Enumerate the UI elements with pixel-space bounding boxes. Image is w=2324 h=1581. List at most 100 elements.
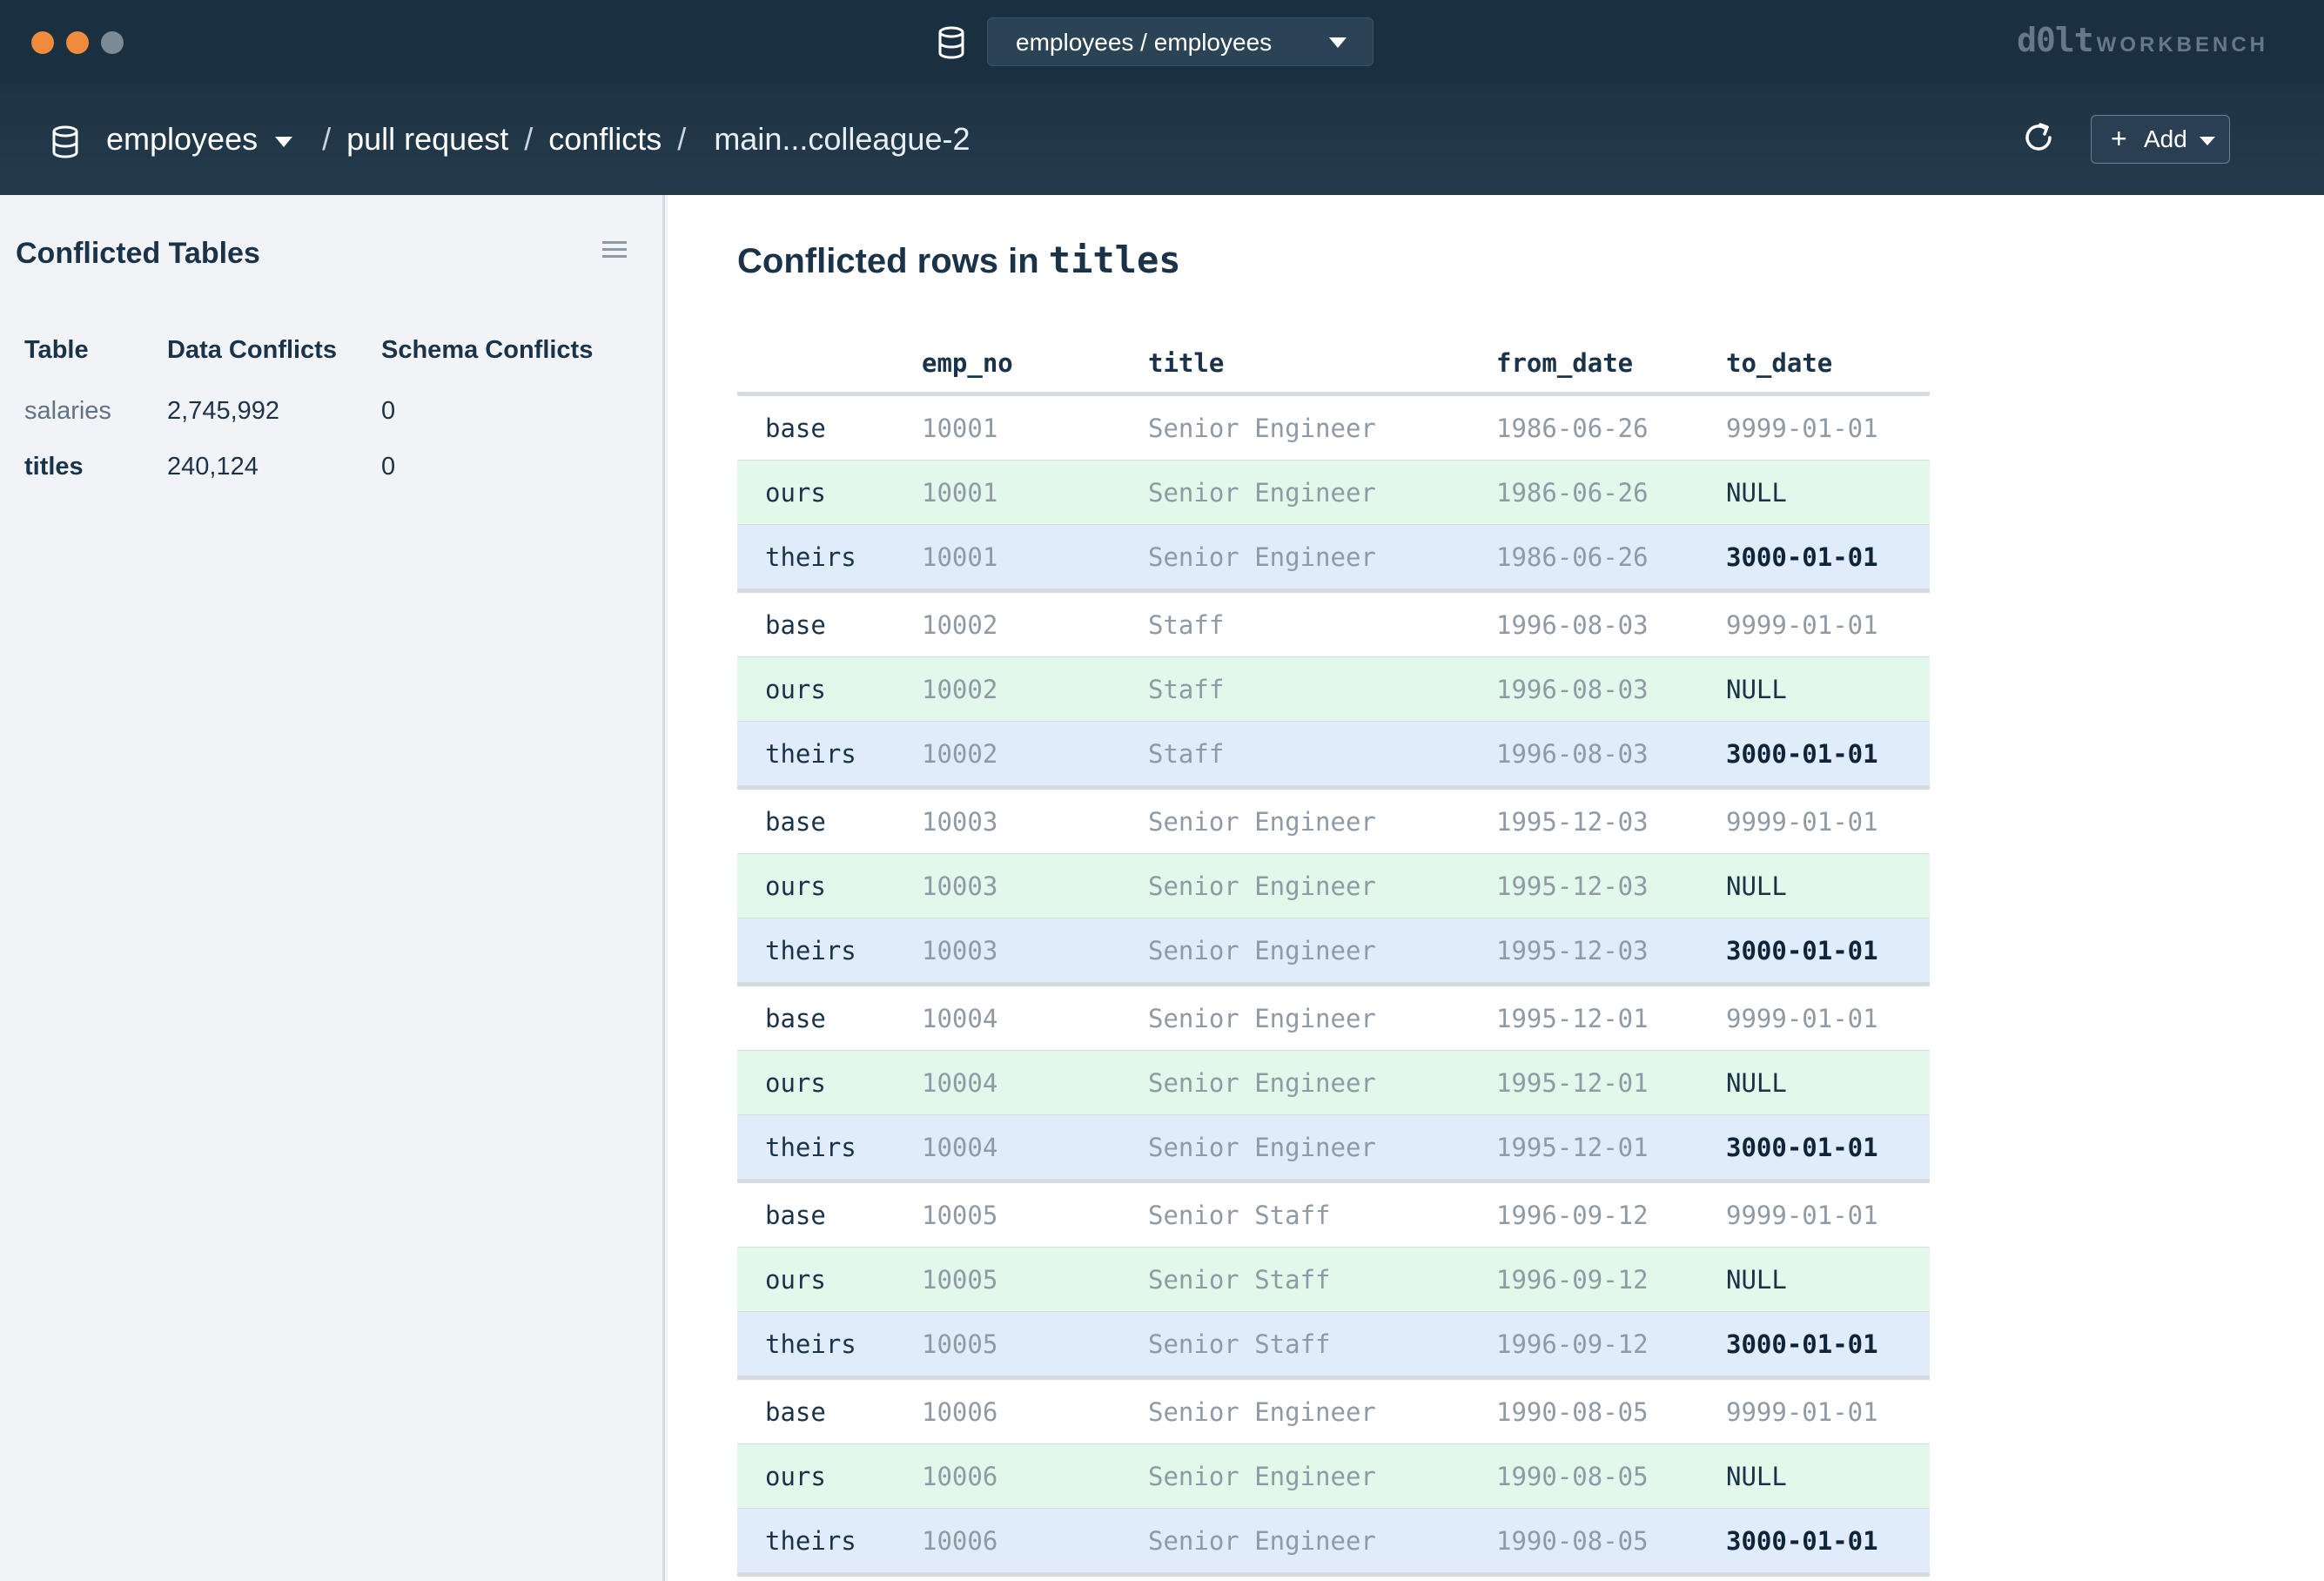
table-row: theirs 10001 Senior Engineer 1986-06-26 3000… (737, 524, 1930, 593)
emp-no-cell: 10006 (922, 1508, 1148, 1577)
table-name[interactable]: titles (24, 452, 84, 481)
conflicted-rows-body: base 10001 Senior Engineer 1986-06-26 9999-0… (737, 394, 1930, 1577)
to-date-cell: 9999-01-01 (1726, 984, 1930, 1051)
title-cell: Senior Engineer (1148, 1443, 1496, 1509)
title-cell: Senior Staff (1148, 1311, 1496, 1380)
sidebar-title: Conflicted Tables (16, 237, 260, 270)
conflicted-table-row-salaries[interactable]: salaries 2,745,992 0 (16, 383, 608, 439)
table-row: base 10005 Senior Staff 1996-09-12 9999-01-0… (737, 1181, 1930, 1248)
title-cell: Senior Engineer (1148, 787, 1496, 854)
breadcrumb: employees / pull request / conflicts / m… (106, 120, 970, 158)
title-cell: Staff (1148, 590, 1496, 657)
table-row: theirs 10005 Senior Staff 1996-09-12 3000-01… (737, 1311, 1930, 1380)
page-title-table: titles (1048, 239, 1181, 281)
page-title: Conflicted rows in titles (737, 239, 1181, 281)
breadcrumb-database[interactable]: employees (106, 121, 259, 157)
refresh-icon[interactable] (2021, 120, 2056, 155)
emp-no-cell: 10004 (922, 1114, 1148, 1183)
to-date-cell: 9999-01-01 (1726, 1181, 1930, 1248)
title-cell: Senior Engineer (1148, 984, 1496, 1051)
menu-icon[interactable] (601, 239, 628, 261)
title-cell: Senior Engineer (1148, 460, 1496, 525)
table-row: ours 10003 Senior Engineer 1995-12-03 NULL (737, 853, 1930, 918)
title-cell: Senior Engineer (1148, 1377, 1496, 1444)
row-version: base (737, 1181, 922, 1248)
column-header-to-date: to_date (1726, 334, 1930, 396)
logo-mark: d0lt (2017, 21, 2094, 59)
table-row: theirs 10003 Senior Engineer 1995-12-03 3000… (737, 918, 1930, 986)
from-date-cell: 1990-08-05 (1496, 1443, 1726, 1509)
table-row: ours 10001 Senior Engineer 1986-06-26 NULL (737, 460, 1930, 525)
to-date-cell: 9999-01-01 (1726, 787, 1930, 854)
row-version: theirs (737, 1311, 922, 1380)
column-header-table: Table (24, 335, 89, 364)
to-date-cell: 9999-01-01 (1726, 394, 1930, 461)
column-header-data-conflicts: Data Conflicts (167, 335, 337, 364)
to-date-cell: 3000-01-01 (1726, 1311, 1930, 1380)
minimize-window-button[interactable] (66, 31, 89, 54)
table-header-row: Table Data Conflicts Schema Conflicts (16, 334, 608, 383)
table-row: theirs 10002 Staff 1996-08-03 3000-01-01 (737, 721, 1930, 790)
title-cell: Senior Engineer (1148, 394, 1496, 461)
schema-conflicts-count: 0 (381, 452, 396, 481)
row-version: base (737, 590, 922, 657)
main-content: Conflicted rows in titles emp_no title f… (668, 195, 2324, 1581)
breadcrumb-separator: / (322, 121, 332, 157)
database-icon (938, 26, 964, 59)
page-title-prefix: Conflicted rows in (737, 242, 1049, 280)
to-date-cell: NULL (1726, 1050, 1930, 1115)
to-date-cell: NULL (1726, 1247, 1930, 1312)
to-date-cell: NULL (1726, 460, 1930, 525)
title-cell: Senior Staff (1148, 1247, 1496, 1312)
column-header-schema-conflicts: Schema Conflicts (381, 335, 594, 364)
chevron-down-icon[interactable] (275, 137, 293, 147)
to-date-cell: 3000-01-01 (1726, 721, 1930, 790)
emp-no-cell: 10003 (922, 787, 1148, 854)
table-row: base 10006 Senior Engineer 1990-08-05 9999-0… (737, 1377, 1930, 1444)
emp-no-cell: 10004 (922, 984, 1148, 1051)
from-date-cell: 1990-08-05 (1496, 1377, 1726, 1444)
to-date-cell: 3000-01-01 (1726, 1114, 1930, 1183)
from-date-cell: 1986-06-26 (1496, 524, 1726, 593)
add-button[interactable]: + Add (2091, 115, 2230, 164)
from-date-cell: 1986-06-26 (1496, 460, 1726, 525)
close-window-button[interactable] (31, 31, 54, 54)
emp-no-cell: 10004 (922, 1050, 1148, 1115)
emp-no-cell: 10005 (922, 1311, 1148, 1380)
data-conflicts-count: 2,745,992 (167, 396, 280, 425)
row-version: theirs (737, 524, 922, 593)
navigation-bar: employees / pull request / conflicts / m… (0, 84, 2324, 195)
from-date-cell: 1995-12-03 (1496, 853, 1726, 918)
column-header-from-date: from_date (1496, 334, 1726, 396)
table-row: theirs 10004 Senior Engineer 1995-12-01 3000… (737, 1114, 1930, 1183)
data-conflicts-count: 240,124 (167, 452, 259, 481)
table-row: ours 10006 Senior Engineer 1990-08-05 NULL (737, 1443, 1930, 1509)
title-cell: Staff (1148, 721, 1496, 790)
window-titlebar: employees / employees d0lt WORKBENCH (0, 0, 2324, 84)
title-cell: Senior Engineer (1148, 918, 1496, 986)
maximize-window-button[interactable] (101, 31, 124, 54)
to-date-cell: NULL (1726, 656, 1930, 722)
database-selector[interactable]: employees / employees (987, 17, 1374, 66)
table-header-row: emp_no title from_date to_date (737, 334, 1930, 396)
chevron-down-icon (2200, 137, 2215, 145)
conflicted-tables-table: Table Data Conflicts Schema Conflicts sa… (16, 334, 608, 494)
emp-no-cell: 10005 (922, 1247, 1148, 1312)
table-name[interactable]: salaries (24, 396, 111, 425)
breadcrumb-conflicts[interactable]: conflicts (548, 121, 662, 157)
plus-icon: + (2111, 123, 2127, 154)
breadcrumb-branch: main...colleague-2 (714, 121, 971, 157)
from-date-cell: 1990-08-05 (1496, 1508, 1726, 1577)
emp-no-cell: 10001 (922, 394, 1148, 461)
sidebar: Conflicted Tables Table Data Conflicts S… (0, 195, 665, 1581)
column-header-title: title (1148, 334, 1496, 396)
from-date-cell: 1996-08-03 (1496, 590, 1726, 657)
from-date-cell: 1996-09-12 (1496, 1311, 1726, 1380)
database-icon (52, 125, 78, 158)
from-date-cell: 1996-08-03 (1496, 656, 1726, 722)
conflicted-table-row-titles[interactable]: titles 240,124 0 (16, 439, 608, 494)
from-date-cell: 1995-12-03 (1496, 918, 1726, 986)
emp-no-cell: 10001 (922, 460, 1148, 525)
breadcrumb-pull-request[interactable]: pull request (346, 121, 509, 157)
emp-no-cell: 10001 (922, 524, 1148, 593)
